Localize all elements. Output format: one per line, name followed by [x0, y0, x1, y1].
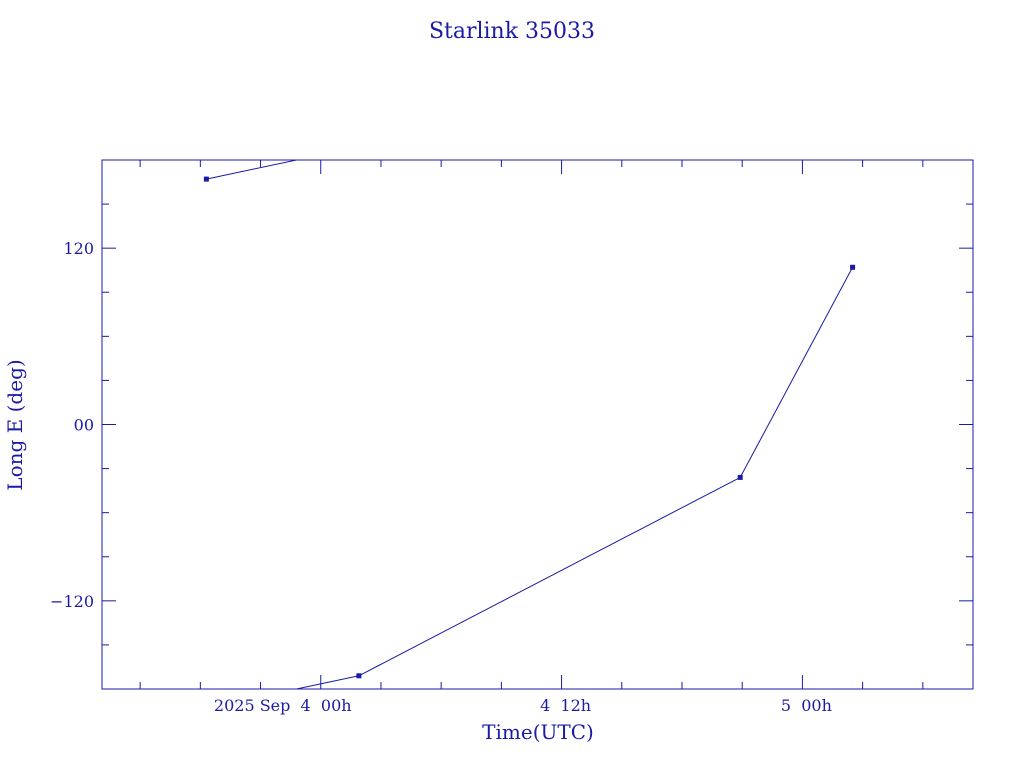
y-tick-label: 120	[63, 239, 94, 258]
x-tick-label: 2025 Sep 4 00h	[214, 696, 352, 715]
series-line-segment	[296, 675, 359, 689]
y-tick-label: 00	[74, 416, 94, 435]
x-tick-label: 4 12h	[540, 696, 591, 715]
x-axis-label: Time(UTC)	[482, 720, 594, 744]
chart-title: Starlink 35033	[429, 19, 595, 44]
data-point	[356, 673, 362, 679]
data-point	[850, 264, 856, 270]
plot-area	[101, 159, 974, 690]
data-point	[737, 474, 743, 480]
data-point	[203, 176, 209, 182]
y-tick-label: −120	[50, 592, 94, 611]
series-line-segment	[739, 267, 854, 478]
series-line-segment	[206, 160, 297, 180]
y-axis-label: Long E (deg)	[3, 359, 27, 490]
series-line-group	[206, 160, 854, 689]
x-tick-label: 5 00h	[781, 696, 832, 715]
plot-frame	[101, 159, 974, 690]
series-line-segment	[358, 476, 741, 677]
